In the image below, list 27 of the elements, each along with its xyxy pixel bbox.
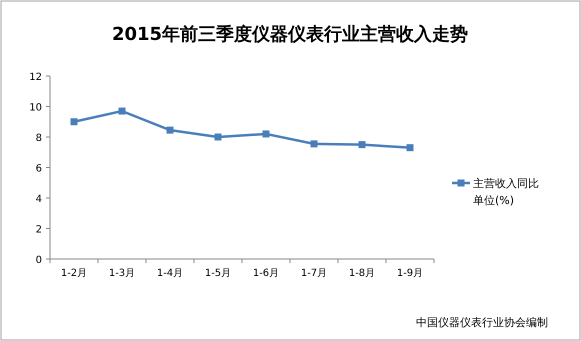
x-tick-label: 1-3月 (108, 268, 136, 279)
text: 中国仪器仪表行业协会编制 (416, 316, 548, 329)
y-tick-label: 2 (36, 224, 42, 236)
x-tick-label: 1-8月 (348, 268, 376, 279)
point (310, 140, 318, 148)
point (358, 141, 366, 148)
point (70, 118, 78, 126)
x-tick-label: 1-6月 (252, 268, 280, 279)
y-tick-label: 0 (36, 255, 42, 266)
text: 单位(%) (473, 194, 514, 207)
point (406, 144, 414, 152)
x-tick-label: 1-4月 (156, 268, 184, 279)
y-tick-label: 8 (36, 133, 42, 144)
x-tick-label: 1-9月 (396, 268, 424, 279)
y-tick-label: 12 (29, 72, 42, 83)
chart-title: 2015年前三季度仪器仪表行业主营收入走势 (112, 24, 468, 45)
x-tick-label: 1-7月 (300, 268, 328, 279)
x-tick-label: 1-5月 (204, 268, 232, 279)
x-tick-label: 1-2月 (60, 268, 88, 279)
y-tick-label: 4 (36, 194, 42, 205)
point (214, 134, 222, 140)
point (166, 126, 174, 134)
legend-label: 主营收入同比 (473, 177, 539, 190)
y-tick-label: 6 (36, 164, 42, 174)
point (118, 108, 126, 115)
point (262, 130, 270, 138)
y-tick-label: 10 (29, 102, 42, 114)
